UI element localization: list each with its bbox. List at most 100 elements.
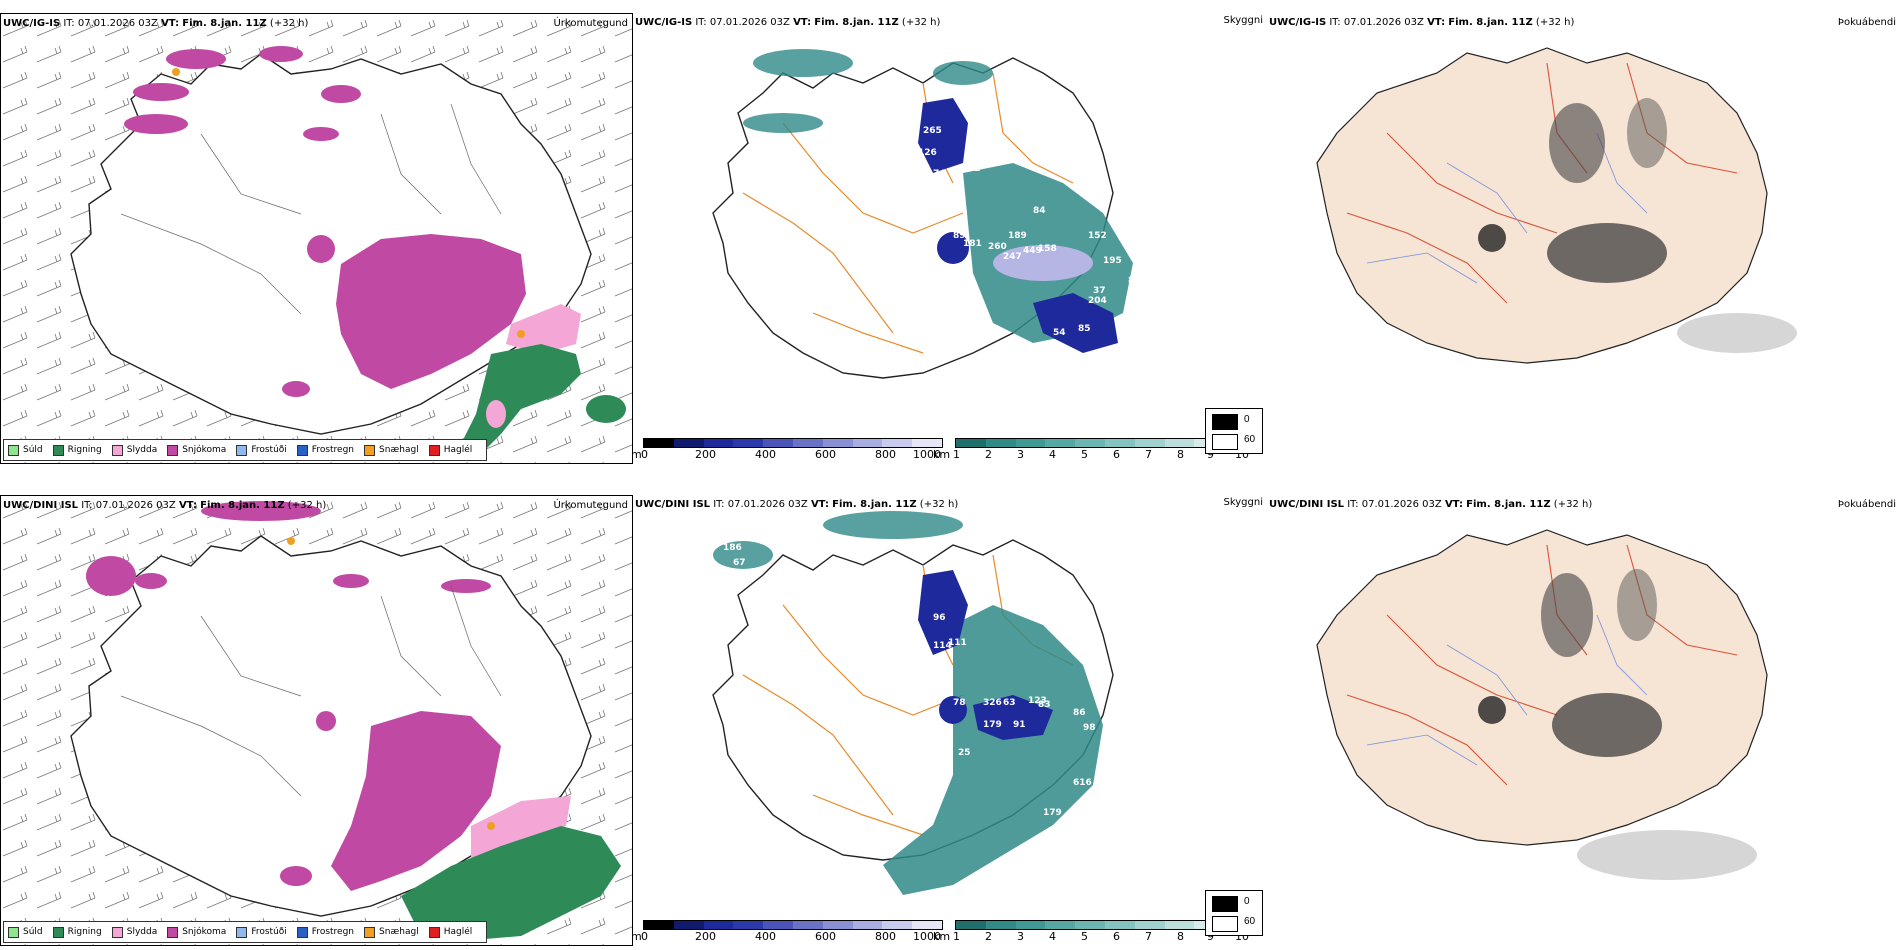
visibility-panel-bottom: 96 114 111 78 326 179 63 123 91 83 86 98 616 179 974 12…	[633, 495, 1267, 946]
hail-dot	[517, 330, 525, 338]
init-time: 07.01.2026 03Z	[77, 18, 158, 29]
header-bottom-3: UWC/DINI ISL IT: 07.01.2026 03Z VT: Fim.…	[1269, 499, 1592, 510]
legend-label: Rigning	[67, 445, 102, 455]
visibility-teal-nw	[753, 49, 853, 77]
visibility-value-label: 7	[938, 181, 944, 191]
model-name: UWC/DINI ISL	[635, 499, 711, 510]
colorbar-tick: 800	[875, 448, 896, 461]
visibility-light-area	[993, 245, 1093, 281]
legend-swatch	[296, 926, 308, 938]
init-label: IT:	[63, 18, 75, 29]
visibility-value-label: 255	[1148, 893, 1167, 903]
visibility-value-label: 126	[918, 148, 937, 158]
legend-label: Snæhagl	[379, 445, 419, 455]
hail-dot	[487, 822, 495, 830]
lead-time: (+32 h)	[1553, 499, 1593, 510]
valid-label: VT:	[161, 18, 180, 29]
legend-label: Frostregn	[311, 927, 355, 937]
legend-swatch	[111, 444, 123, 456]
snow-area-nw2	[135, 573, 167, 589]
colorbar-tick: 400	[755, 448, 776, 461]
legend-item: Rigning	[52, 926, 102, 938]
colorbar-tick: 200	[695, 448, 716, 461]
visibility-value-label: 616	[1073, 778, 1092, 788]
panel-title: Úrkomutegund	[553, 18, 628, 29]
legend-item: Slydda	[111, 926, 157, 938]
legend-swatch	[236, 444, 248, 456]
legend-swatch	[8, 926, 19, 938]
lead-time: (+32 h)	[919, 499, 959, 510]
visibility-value-label: 11	[1143, 246, 1156, 256]
legend-item: Rigning	[52, 444, 102, 456]
fog-dark-west	[1478, 696, 1506, 724]
visibility-navy-area	[918, 570, 968, 655]
fog-dark-ne	[1617, 569, 1657, 641]
lead-time: (+32 h)	[287, 500, 327, 511]
visibility-value-label: 179	[1043, 808, 1062, 818]
snow-area-sw	[282, 381, 310, 397]
visibility-value-label: 116	[1043, 878, 1062, 888]
legend-item: Snæhagl	[364, 926, 419, 938]
snow-area-w	[316, 711, 336, 731]
visibility-value-label: 122	[1083, 828, 1102, 838]
visibility-value-label: 69	[1138, 326, 1151, 336]
sleet-area-s	[486, 400, 506, 428]
fog-scale-light	[1212, 916, 1238, 932]
visibility-value-label: 136	[873, 236, 892, 246]
legend-item: Haglél	[428, 926, 472, 938]
valid-time: Fim. 8.jan. 11Z	[1466, 499, 1551, 510]
fog-scale-box-bottom: 0 60	[1205, 890, 1263, 936]
model-name: UWC/IG-IS	[635, 17, 693, 28]
fog-grey-sea	[1577, 830, 1757, 880]
iceland-land	[1316, 529, 1768, 846]
legend-label: Súld	[23, 445, 43, 455]
legend-swatch	[236, 926, 248, 938]
init-time: 07.01.2026 03Z	[727, 499, 808, 510]
valid-time: Fim. 8.jan. 11Z	[200, 500, 285, 511]
lead-time: (+32 h)	[1535, 17, 1575, 28]
legend-item: Snjókoma	[167, 926, 227, 938]
visibility-value-label: 98	[1083, 723, 1096, 733]
legend-label: Snjókoma	[182, 927, 227, 937]
visibility-teal-area	[883, 605, 1103, 895]
fog-dark-west	[1478, 224, 1506, 252]
visibility-value-label: 72	[1128, 341, 1141, 351]
legend-swatch	[8, 444, 19, 456]
init-time: 07.01.2026 03Z	[709, 17, 790, 28]
fog-roads	[1346, 62, 1738, 304]
legend-item: Snjókoma	[167, 444, 227, 456]
snow-area-south	[331, 711, 501, 891]
panel-title: Úrkomutegund	[553, 500, 628, 511]
visibility-value-label: 85	[1078, 324, 1091, 334]
valid-time: Fim. 8.jan. 11Z	[814, 17, 899, 28]
visibility-value-label: 247	[1003, 252, 1022, 262]
panel-title: Þokuábendi	[1837, 17, 1896, 28]
sleet-area	[506, 304, 581, 354]
colorbar-tick: 800	[875, 930, 896, 943]
legend-swatch	[167, 926, 179, 938]
legend-label: Snjókoma	[182, 445, 227, 455]
visibility-value-label: 83	[1038, 700, 1051, 710]
snow-area-n2	[321, 85, 361, 103]
snow-area-nw1	[86, 556, 136, 596]
legend-item: Frostúði	[236, 926, 287, 938]
colorbar-tick: 8	[1177, 448, 1184, 461]
visibility-teal-w	[743, 113, 823, 133]
fog-dark-ne	[1627, 98, 1667, 168]
colorbar-tick: 4	[1049, 448, 1056, 461]
visibility-value-label: 63	[1003, 698, 1016, 708]
snow-area-n3	[303, 127, 339, 141]
fog-map-top	[1316, 47, 1797, 364]
legend-swatch	[52, 444, 64, 456]
colorbar-m-strip	[643, 438, 943, 448]
fog-rivers	[1366, 614, 1648, 766]
visibility-navy-center	[973, 695, 1053, 740]
colorbar-tick: 9	[1207, 930, 1214, 943]
legend-label: Frostregn	[311, 445, 355, 455]
colorbar-m-top: m 0 200 400 600 800 1000	[633, 438, 943, 462]
header-bottom-1: UWC/DINI ISL IT: 07.01.2026 03Z VT: Fim.…	[3, 500, 326, 511]
legend-label: Haglél	[443, 445, 473, 455]
model-name: UWC/IG-IS	[1269, 17, 1327, 28]
colorbar-tick: 0	[641, 930, 648, 943]
